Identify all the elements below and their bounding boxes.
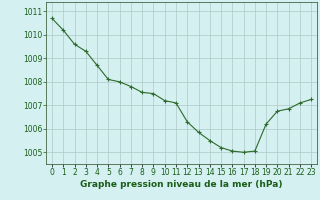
X-axis label: Graphe pression niveau de la mer (hPa): Graphe pression niveau de la mer (hPa) <box>80 180 283 189</box>
